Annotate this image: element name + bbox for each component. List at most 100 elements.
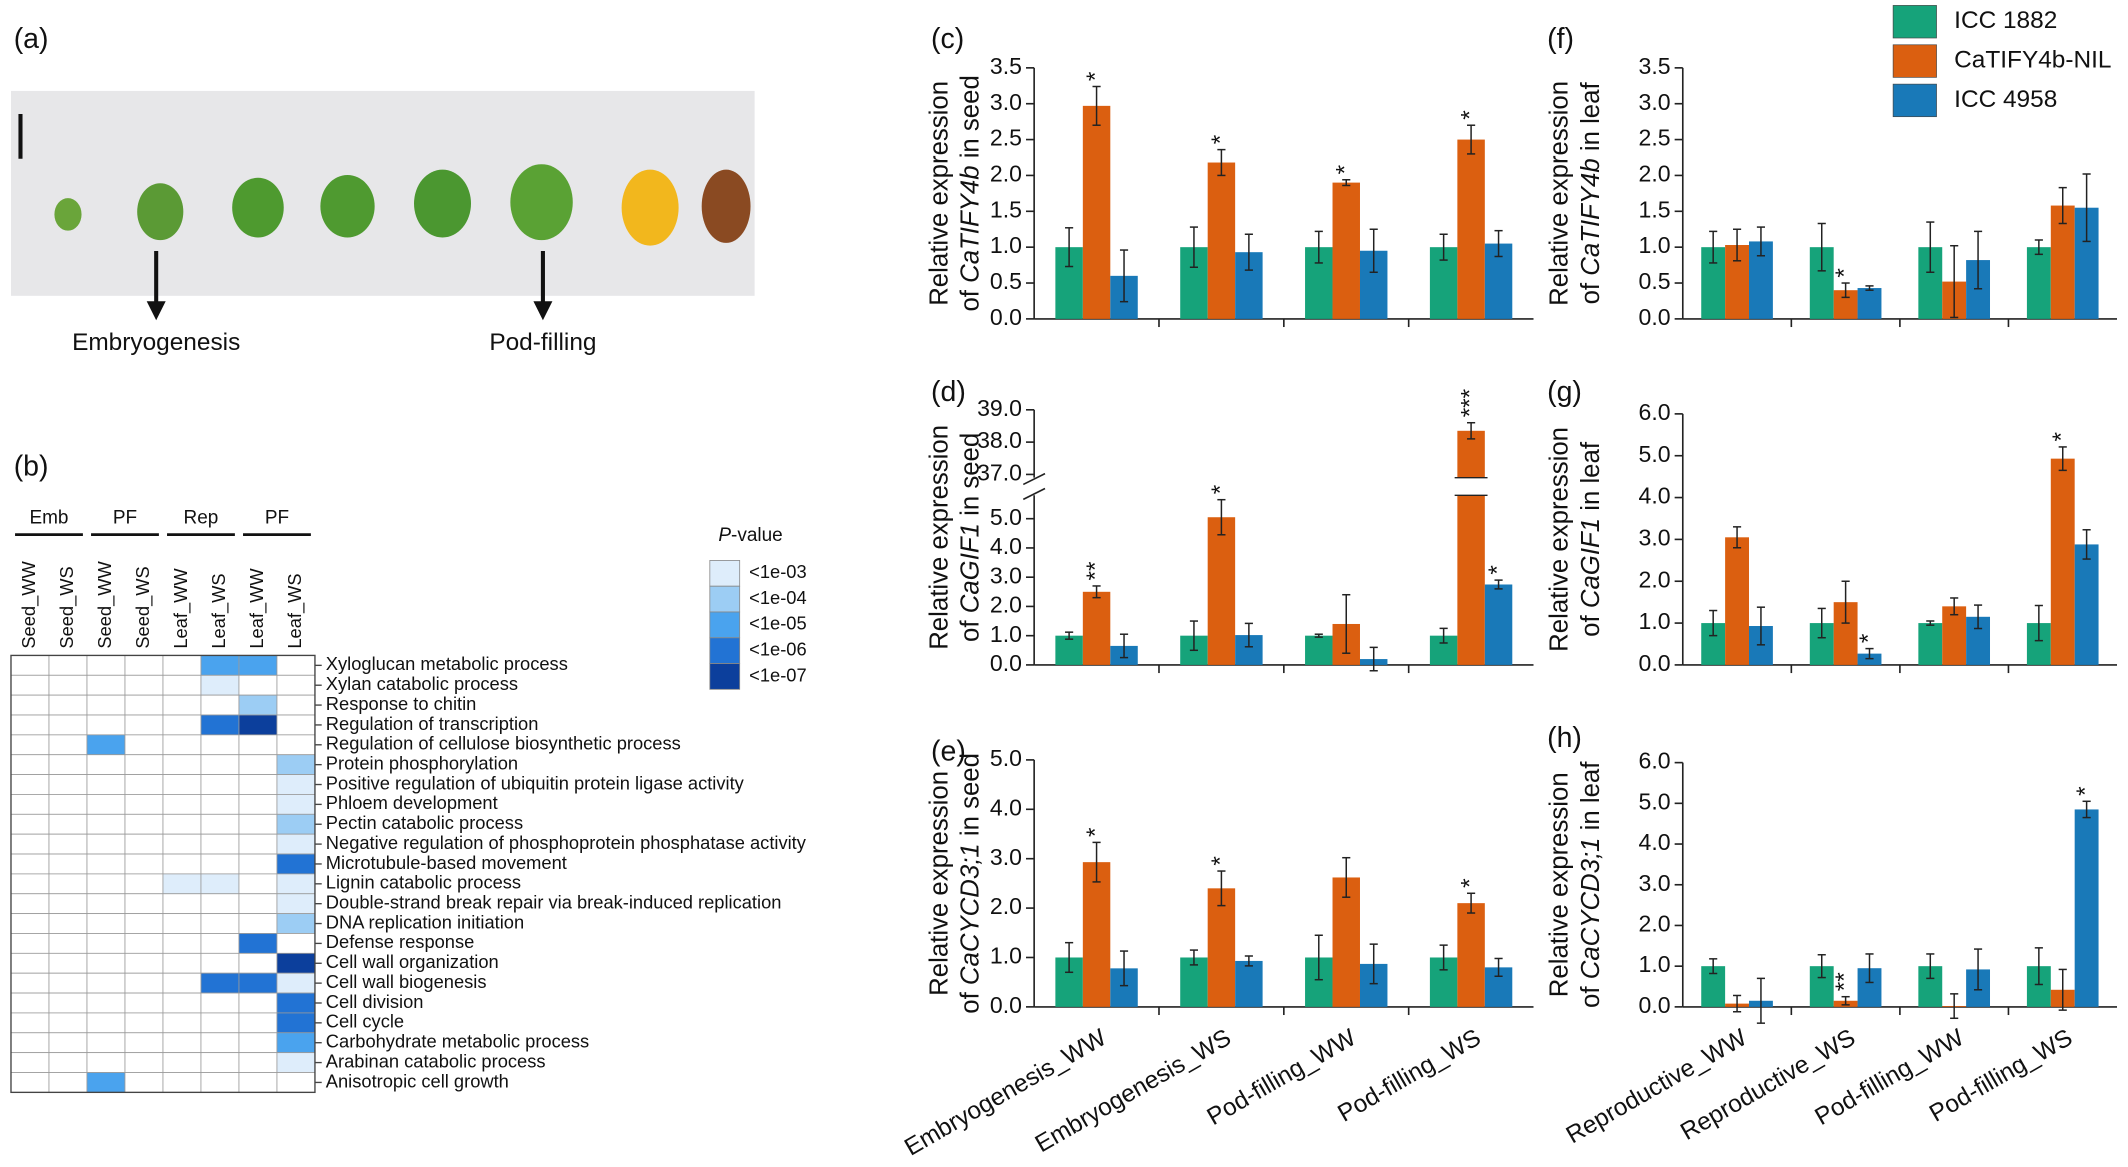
- empty-cell: [162, 833, 202, 855]
- empty-cell: [200, 913, 240, 934]
- legend-title-part: -value: [731, 525, 783, 546]
- significance: *: [1082, 827, 1109, 837]
- seed: [701, 169, 751, 243]
- y-tick-label: 2.0: [990, 592, 1022, 618]
- empty-cell: [48, 1052, 88, 1073]
- y-tick-label: 5.0: [990, 504, 1022, 530]
- empty-cell: [10, 694, 50, 716]
- y-tick-label: 3.0: [990, 89, 1022, 115]
- y-axis-label: of CaTIFY4b in leaf: [1577, 82, 1605, 305]
- bar: [1235, 960, 1263, 1007]
- empty-cell: [238, 774, 278, 795]
- column-label: Leaf_WW: [170, 568, 192, 649]
- y-tick-label: 0.0: [1639, 304, 1671, 330]
- heat-cell: [276, 853, 316, 875]
- empty-cell: [238, 853, 278, 875]
- y-label-part: CaGIF1: [1577, 518, 1605, 608]
- empty-cell: [10, 853, 50, 875]
- empty-cell: [162, 734, 202, 756]
- empty-cell: [10, 674, 50, 696]
- panel-label: (e): [931, 736, 966, 768]
- seed: [54, 198, 82, 231]
- significance: **: [1082, 561, 1109, 580]
- column-label: Leaf_WS: [284, 573, 306, 648]
- bar: [1857, 968, 1882, 1007]
- row-label: Double-strand break repair via break-ind…: [326, 892, 782, 913]
- bar: [1809, 623, 1834, 665]
- empty-cell: [10, 714, 50, 736]
- empty-cell: [162, 913, 202, 934]
- heat-cell: [86, 734, 126, 756]
- empty-cell: [48, 853, 88, 875]
- y-label-part: in leaf: [1577, 761, 1605, 831]
- bar: [2074, 544, 2099, 665]
- empty-cell: [238, 1032, 278, 1054]
- row-label: Carbohydrate metabolic process: [326, 1031, 589, 1052]
- empty-cell: [162, 694, 202, 716]
- panel-label: (a): [14, 23, 49, 55]
- y-tick-label: 0.0: [1639, 650, 1671, 676]
- y-tick-label: 1.0: [1639, 608, 1671, 634]
- heat-cell: [276, 774, 316, 795]
- row-label: Regulation of transcription: [326, 713, 539, 734]
- empty-cell: [238, 1012, 278, 1034]
- empty-cell: [238, 1072, 278, 1093]
- empty-cell: [48, 1012, 88, 1034]
- bar: [1809, 966, 1834, 1007]
- empty-cell: [48, 933, 88, 954]
- panel-label: (b): [14, 451, 49, 483]
- y-tick-label: 1.0: [1639, 951, 1671, 977]
- empty-cell: [276, 933, 316, 954]
- empty-cell: [124, 774, 164, 795]
- significance: *: [1457, 878, 1484, 888]
- stage-label: Pod-filling: [489, 329, 596, 356]
- y-tick-label: 3.0: [1639, 524, 1671, 550]
- y-tick-label: 1.5: [1639, 196, 1671, 222]
- empty-cell: [276, 1072, 316, 1093]
- empty-cell: [10, 794, 50, 815]
- bar: [1180, 957, 1208, 1007]
- bar: [1833, 290, 1858, 319]
- empty-cell: [10, 774, 50, 795]
- y-tick-label: 2.0: [990, 161, 1022, 187]
- legend-label: ICC 1882: [1954, 7, 2057, 34]
- bar: [1942, 606, 1967, 665]
- heat-cell: [200, 674, 240, 696]
- column-label: Leaf_WS: [208, 573, 230, 648]
- empty-cell: [162, 754, 202, 775]
- significance: **: [1831, 972, 1858, 991]
- p-value-swatch: [709, 663, 741, 690]
- empty-cell: [124, 1012, 164, 1034]
- y-tick-label: 1.0: [1639, 232, 1671, 258]
- empty-cell: [200, 1072, 240, 1093]
- empty-cell: [48, 813, 88, 835]
- row-label: DNA replication initiation: [326, 911, 524, 932]
- arrow-head: [533, 301, 553, 321]
- heat-cell: [276, 913, 316, 934]
- bar: [1457, 139, 1485, 319]
- empty-cell: [238, 913, 278, 934]
- y-tick-label: 0.0: [1639, 992, 1671, 1018]
- bar: [1701, 966, 1726, 1007]
- heat-cell: [276, 873, 316, 895]
- y-tick-label: 2.5: [990, 125, 1022, 151]
- empty-cell: [86, 933, 126, 954]
- significance: *: [1484, 565, 1511, 575]
- heat-cell: [276, 794, 316, 815]
- row-label: Cell wall biogenesis: [326, 971, 487, 992]
- bar: [2026, 247, 2051, 319]
- empty-cell: [200, 754, 240, 775]
- y-label-part: of: [957, 620, 985, 642]
- bar: [1809, 247, 1834, 319]
- y-tick-label: 5.0: [1639, 441, 1671, 467]
- bar: [2050, 458, 2075, 665]
- legend-label: ICC 4958: [1954, 86, 2057, 113]
- y-tick-label: 3.5: [1639, 53, 1671, 79]
- y-label-part: CaCYCD3;1: [957, 843, 985, 985]
- empty-cell: [10, 655, 50, 676]
- heat-cell: [238, 655, 278, 676]
- row-label: Microtubule-based movement: [326, 852, 567, 873]
- y-tick-label: 3.0: [990, 562, 1022, 588]
- empty-cell: [162, 794, 202, 815]
- legend-swatch: [1892, 83, 1937, 118]
